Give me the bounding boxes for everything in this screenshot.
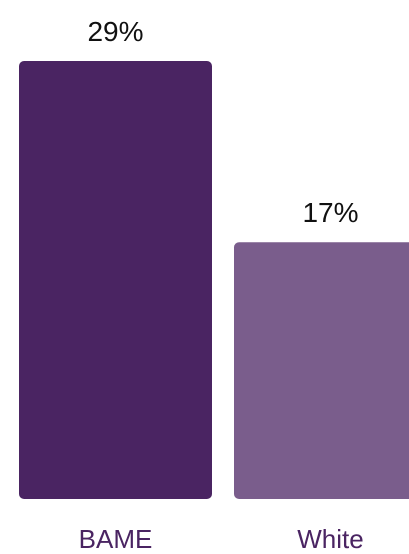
category-labels-group: BAME White <box>79 524 364 554</box>
category-label-white: White <box>297 524 363 554</box>
bar-bame <box>19 61 212 499</box>
value-label-bame: 29% <box>87 16 143 47</box>
value-label-white: 17% <box>302 197 358 228</box>
value-labels-group: 29% 17% <box>87 16 358 228</box>
bars-group <box>19 61 409 499</box>
bar-white <box>234 242 409 499</box>
category-label-bame: BAME <box>79 524 153 554</box>
